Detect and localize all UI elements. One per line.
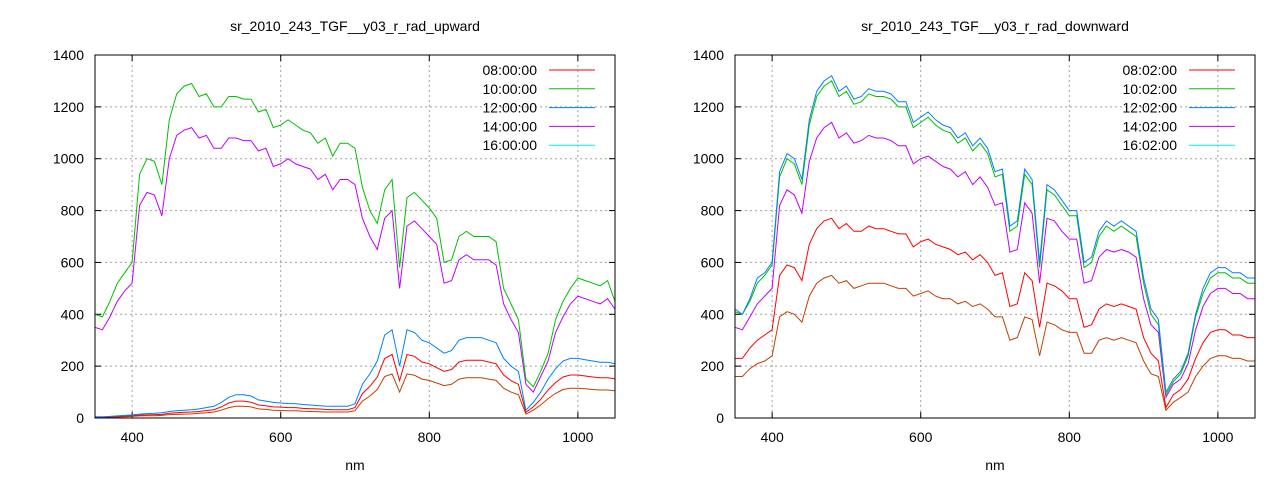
x-tick-label: 1000 xyxy=(1202,429,1233,445)
legend-label: 10:02:00 xyxy=(1123,81,1178,97)
y-tick-label: 600 xyxy=(61,254,85,270)
x-tick-label: 600 xyxy=(909,429,933,445)
series-line-16-02-00 xyxy=(735,274,1255,412)
x-axis-label: nm xyxy=(345,457,364,473)
plot-panel-2: 0 200 400 600 800 1000 1200 1400 400 600 800 1000 08… xyxy=(693,18,1256,473)
series-line-12-02-00 xyxy=(735,74,1255,394)
plot-border xyxy=(734,54,1256,419)
legend-label: 16:00:00 xyxy=(483,137,538,153)
series-line-14-02-00 xyxy=(735,121,1255,399)
series-line-10-02-00 xyxy=(735,80,1255,397)
series-line-16-00-00 xyxy=(95,373,615,418)
legend-label: 12:00:00 xyxy=(483,100,538,116)
x-tick-label: 400 xyxy=(760,429,784,445)
y-tick-label: 1000 xyxy=(693,151,724,167)
series-line-14-00-00 xyxy=(95,127,615,393)
series-line-08-00-00 xyxy=(95,353,615,418)
chart-title: sr_2010_243_TGF__y03_r_rad_upward xyxy=(230,18,480,34)
y-tick-label: 1200 xyxy=(53,99,84,115)
plot-panel-1: 0 200 400 600 800 1000 1200 1400 400 600 800 1000 08… xyxy=(53,18,616,473)
plot-border xyxy=(94,54,616,419)
legend-label: 08:02:00 xyxy=(1123,62,1178,78)
x-tick-label: 600 xyxy=(269,429,293,445)
y-tick-label: 400 xyxy=(701,306,725,322)
series-line-08-02-00 xyxy=(735,217,1255,410)
series-line-10-00-00 xyxy=(95,82,615,388)
y-tick-label: 1200 xyxy=(693,99,724,115)
series-line-12-00-00 xyxy=(95,328,615,418)
x-tick-label: 800 xyxy=(418,429,442,445)
y-tick-label: 0 xyxy=(716,410,724,426)
legend-label: 14:00:00 xyxy=(483,118,538,134)
x-tick-label: 400 xyxy=(120,429,144,445)
x-tick-label: 800 xyxy=(1058,429,1082,445)
y-tick-label: 1400 xyxy=(53,47,84,63)
legend: 08:02:00 10:02:00 12:02:00 14:02:00 16:02:00 xyxy=(1123,62,1235,153)
legend: 08:00:00 10:00:00 12:00:00 14:00:00 16:00:00 xyxy=(483,62,595,153)
x-axis-label: nm xyxy=(985,457,1004,473)
chart-title: sr_2010_243_TGF__y03_r_rad_downward xyxy=(861,18,1129,34)
y-tick-label: 0 xyxy=(76,410,84,426)
y-tick-label: 1400 xyxy=(693,47,724,63)
legend-label: 08:00:00 xyxy=(483,62,538,78)
y-tick-label: 400 xyxy=(61,306,85,322)
x-tick-label: 1000 xyxy=(562,429,593,445)
y-tick-label: 800 xyxy=(61,203,85,219)
y-tick-label: 1000 xyxy=(53,151,84,167)
y-tick-label: 200 xyxy=(701,358,725,374)
y-tick-label: 200 xyxy=(61,358,85,374)
y-tick-label: 800 xyxy=(701,203,725,219)
y-tick-label: 600 xyxy=(701,254,725,270)
legend-label: 16:02:00 xyxy=(1123,137,1178,153)
legend-label: 12:02:00 xyxy=(1123,100,1178,116)
legend-label: 10:00:00 xyxy=(483,81,538,97)
legend-label: 14:02:00 xyxy=(1123,118,1178,134)
